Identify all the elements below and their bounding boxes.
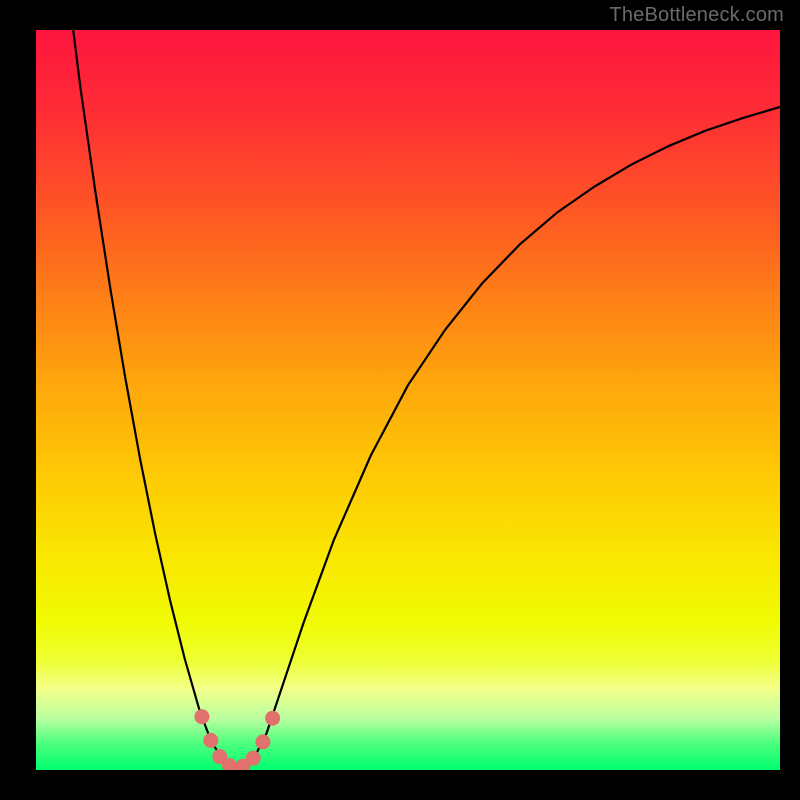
marker-point [266,711,280,725]
watermark-text: TheBottleneck.com [609,4,784,27]
marker-point [246,751,260,765]
marker-point [256,735,270,749]
stage: TheBottleneck.com [0,0,800,800]
marker-point [204,733,218,747]
marker-point [222,759,236,773]
marker-point [195,710,209,724]
bottleneck-chart [0,0,800,800]
gradient-background [36,30,780,770]
